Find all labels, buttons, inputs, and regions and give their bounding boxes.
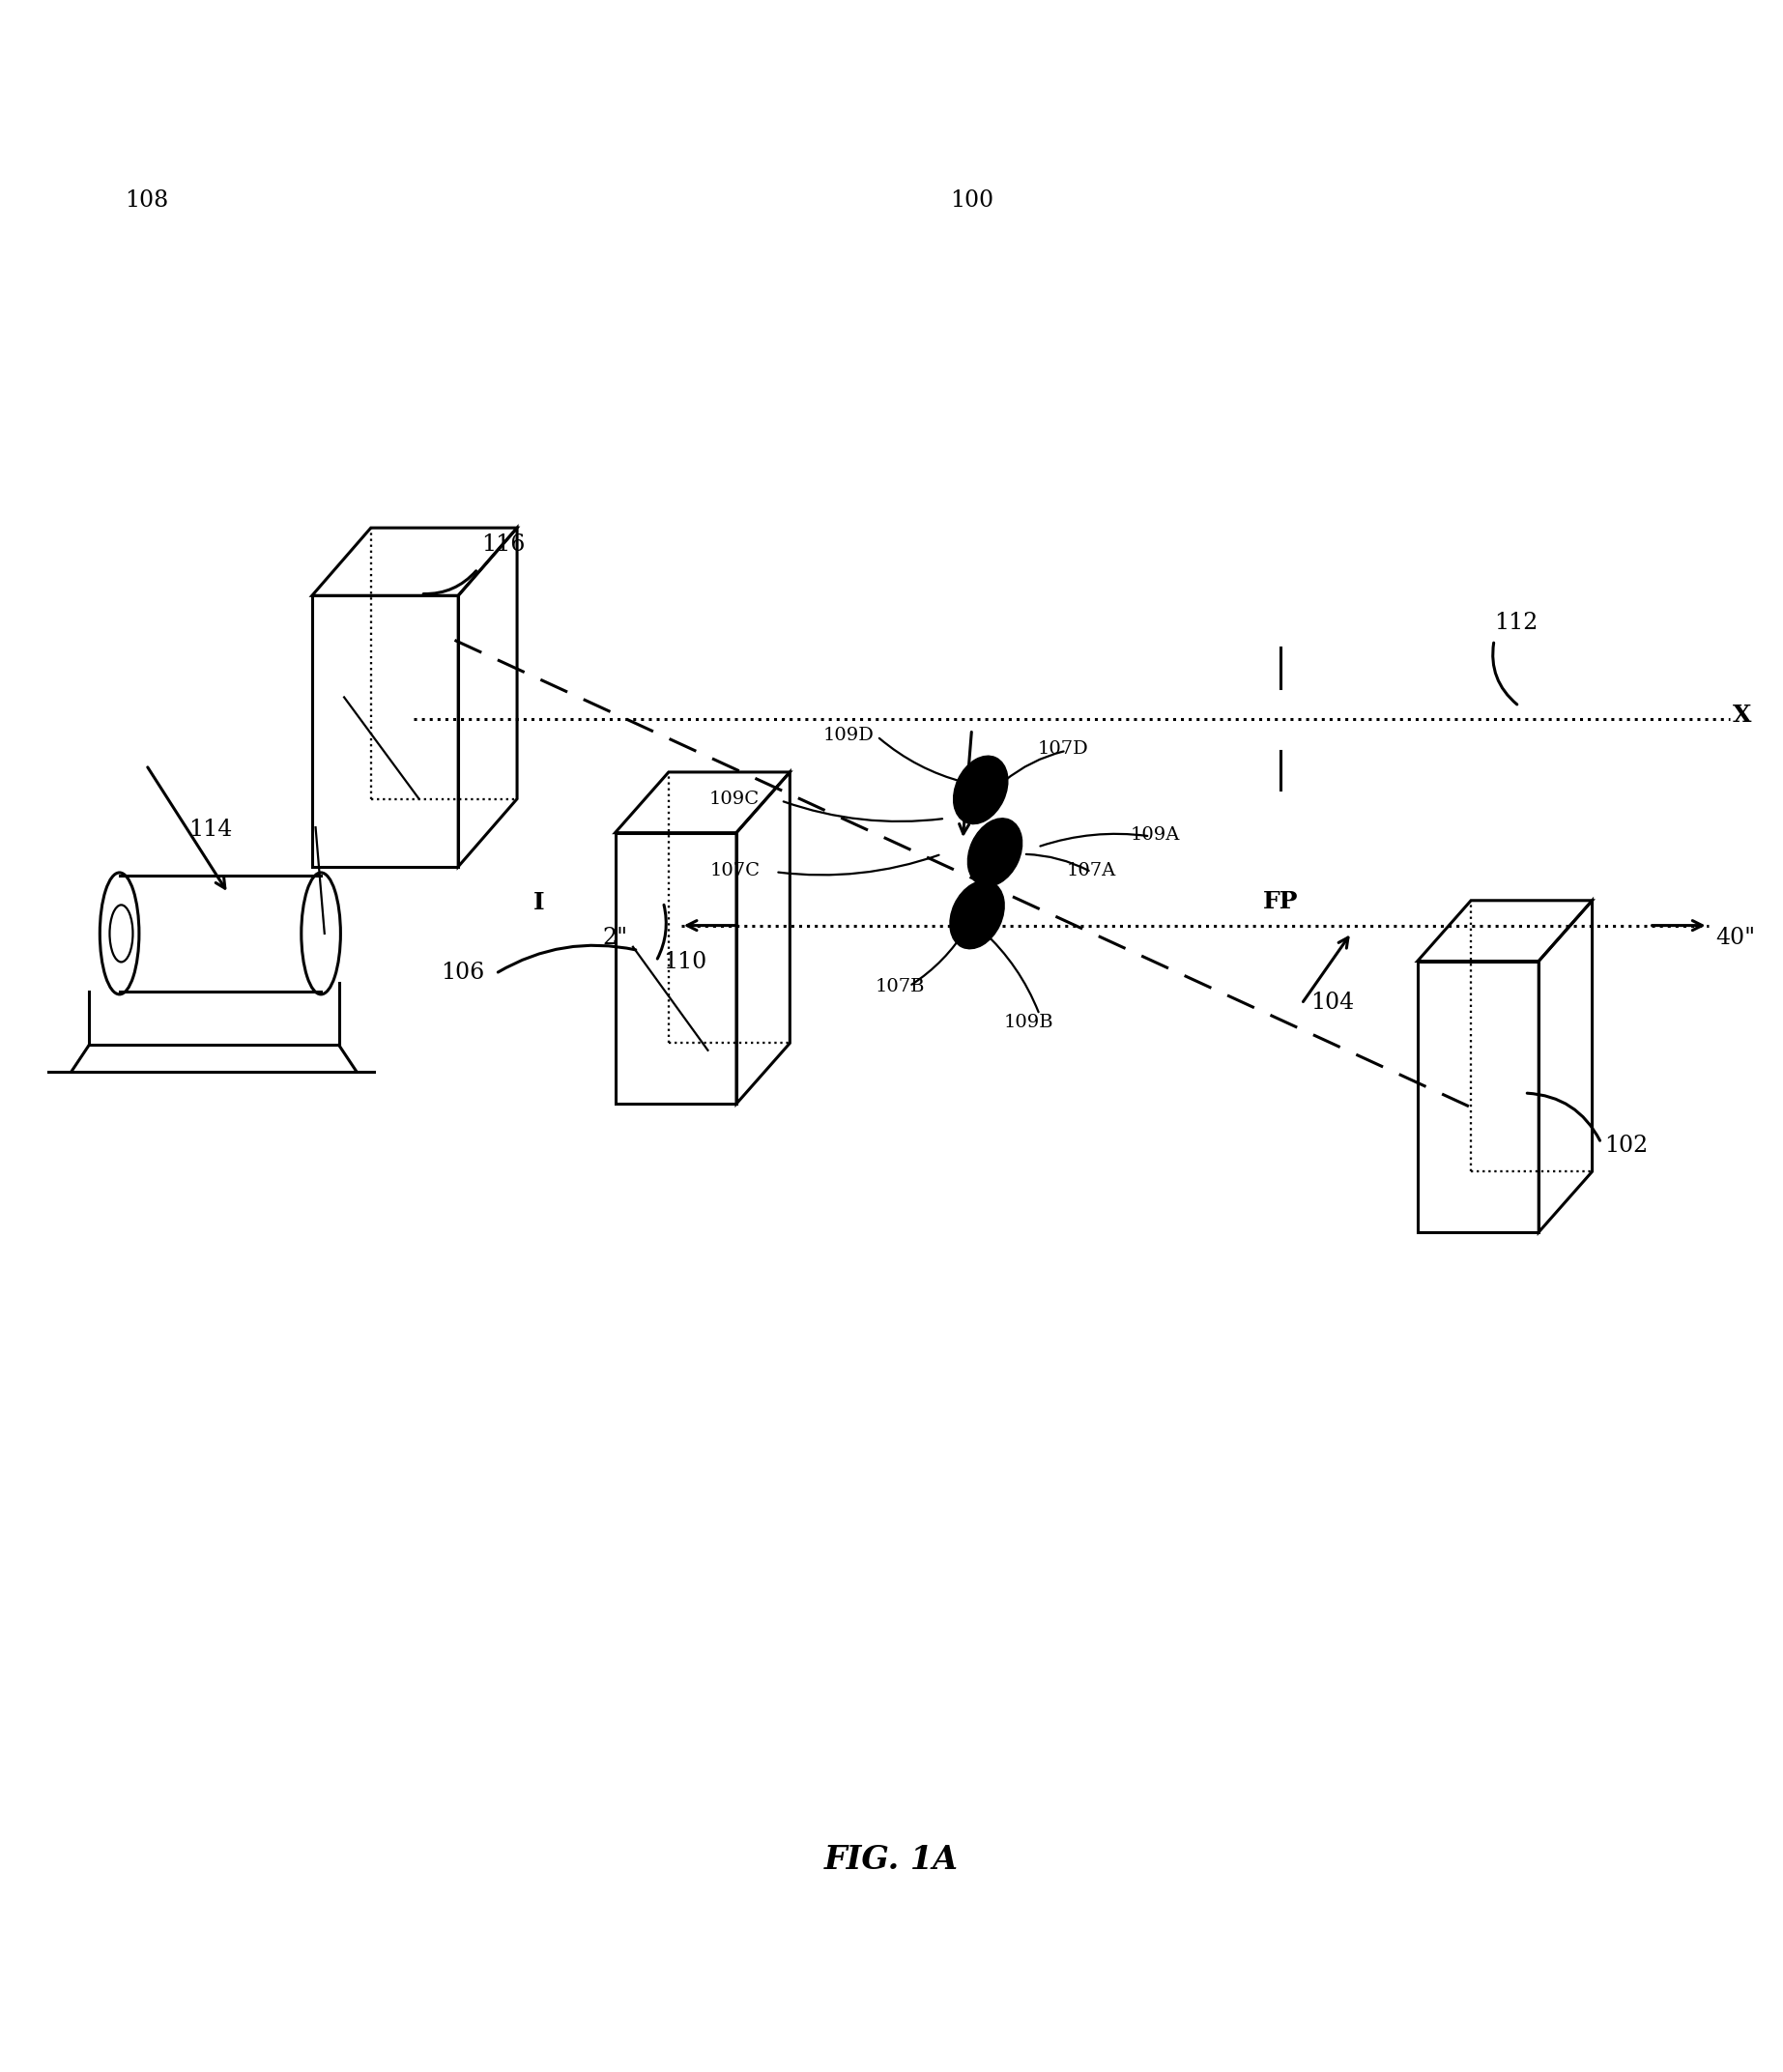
- Text: 116: 116: [481, 535, 526, 555]
- Ellipse shape: [954, 756, 1007, 825]
- Text: 109C: 109C: [710, 792, 760, 808]
- Text: I: I: [533, 891, 544, 914]
- Text: 40": 40": [1715, 926, 1754, 949]
- Text: 114: 114: [189, 818, 232, 841]
- Text: 102: 102: [1605, 1135, 1649, 1156]
- Text: 107B: 107B: [875, 978, 925, 995]
- Text: 109B: 109B: [1004, 1013, 1054, 1032]
- Text: 108: 108: [125, 189, 168, 211]
- Text: 100: 100: [950, 189, 993, 211]
- Ellipse shape: [968, 818, 1022, 887]
- Text: FIG. 1A: FIG. 1A: [824, 1844, 959, 1875]
- Text: 112: 112: [1494, 611, 1539, 634]
- Text: 109D: 109D: [824, 727, 874, 744]
- Text: 106: 106: [440, 961, 485, 984]
- Text: FP: FP: [1262, 889, 1298, 914]
- Text: 107D: 107D: [1038, 742, 1088, 758]
- Text: X: X: [1733, 704, 1753, 727]
- Text: 107C: 107C: [710, 862, 760, 879]
- Text: 110: 110: [663, 951, 708, 974]
- Text: 109A: 109A: [1130, 827, 1180, 843]
- Text: 104: 104: [1311, 992, 1355, 1013]
- Text: 107A: 107A: [1066, 862, 1116, 879]
- Text: 2": 2": [603, 926, 628, 949]
- Ellipse shape: [950, 881, 1004, 949]
